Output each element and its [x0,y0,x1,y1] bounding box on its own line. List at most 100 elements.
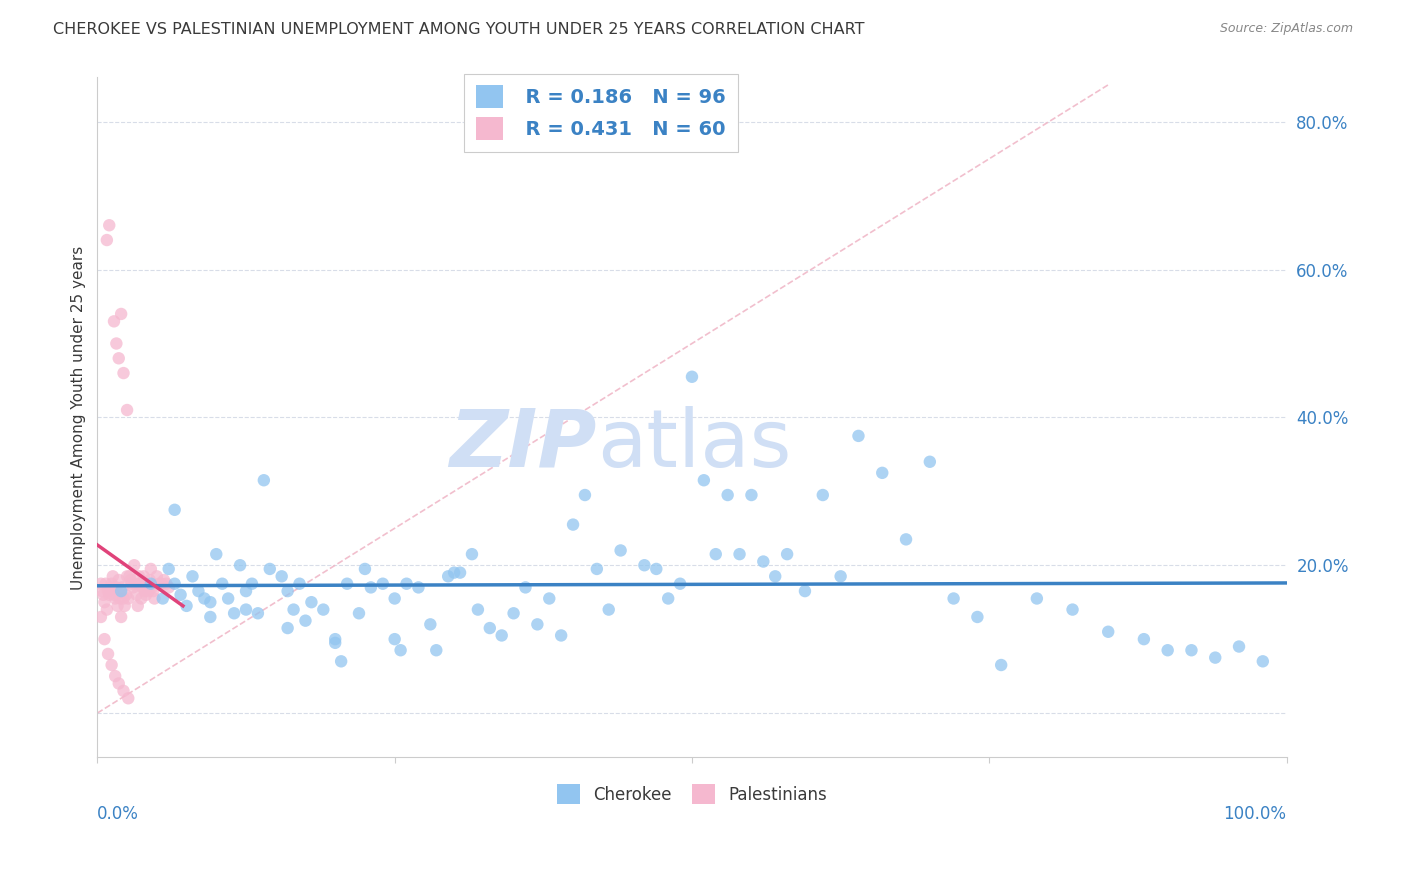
Point [96,233,118,247]
Point [633,558,655,573]
Point [122,581,145,595]
Point [97,647,120,661]
Text: atlas: atlas [596,406,792,483]
Point [253,473,276,487]
Point [283,602,305,616]
Text: 100.0%: 100.0% [1223,805,1286,823]
Point [93,632,115,647]
Point [112,366,135,380]
Point [336,576,359,591]
Point [139,562,162,576]
Point [598,602,620,616]
Point [330,654,353,668]
Point [408,581,430,595]
Point [526,617,548,632]
Point [966,610,988,624]
Point [323,632,346,647]
Point [117,691,139,706]
Point [574,488,596,502]
Point [354,562,377,576]
Point [115,569,138,583]
Point [645,562,668,576]
Point [112,684,135,698]
Point [277,621,299,635]
Point [918,455,941,469]
Point [104,669,127,683]
Point [163,503,186,517]
Point [169,588,191,602]
Point [118,569,141,583]
Point [93,595,115,609]
Point [91,584,114,599]
Text: CHEROKEE VS PALESTINIAN UNEMPLOYMENT AMONG YOUTH UNDER 25 YEARS CORRELATION CHAR: CHEROKEE VS PALESTINIAN UNEMPLOYMENT AMO… [53,22,865,37]
Point [122,558,145,573]
Point [299,595,322,609]
Point [110,307,132,321]
Point [419,617,441,632]
Point [681,369,703,384]
Point [107,599,129,613]
Point [502,607,524,621]
Point [187,584,209,599]
Point [384,632,406,647]
Point [150,576,173,591]
Point [98,588,121,602]
Point [830,569,852,583]
Point [371,576,394,591]
Y-axis label: Unemployment Among Youth under 25 years: Unemployment Among Youth under 25 years [72,245,86,590]
Point [120,573,142,587]
Point [288,576,311,591]
Point [562,517,585,532]
Point [515,581,537,595]
Point [94,576,117,591]
Point [138,573,160,587]
Point [103,588,125,602]
Point [224,607,246,621]
Point [105,581,128,595]
Point [669,576,692,591]
Point [105,336,128,351]
Point [100,576,122,591]
Text: 0.0%: 0.0% [97,805,139,823]
Point [794,584,817,599]
Point [157,562,180,576]
Point [235,584,257,599]
Point [96,602,118,616]
Point [740,488,762,502]
Point [127,599,149,613]
Point [389,643,412,657]
Point [728,547,751,561]
Text: ZIP: ZIP [450,406,596,483]
Point [200,610,222,624]
Point [100,581,122,595]
Point [449,566,471,580]
Point [128,569,150,583]
Point [294,614,316,628]
Point [155,576,177,591]
Point [585,562,607,576]
Point [1062,602,1084,616]
Point [100,658,122,673]
Point [277,584,299,599]
Point [211,576,233,591]
Point [124,576,146,591]
Point [870,466,893,480]
Legend: Cherokee, Palestinians: Cherokee, Palestinians [550,778,834,810]
Point [240,576,263,591]
Point [141,581,163,595]
Point [894,533,917,547]
Point [347,607,370,621]
Point [550,628,572,642]
Point [193,591,215,606]
Point [134,584,156,599]
Point [103,314,125,328]
Point [98,219,121,233]
Point [136,581,159,595]
Point [115,588,138,602]
Point [90,576,112,591]
Point [107,573,129,587]
Point [609,543,631,558]
Point [1227,640,1250,654]
Point [990,658,1012,673]
Point [114,599,136,613]
